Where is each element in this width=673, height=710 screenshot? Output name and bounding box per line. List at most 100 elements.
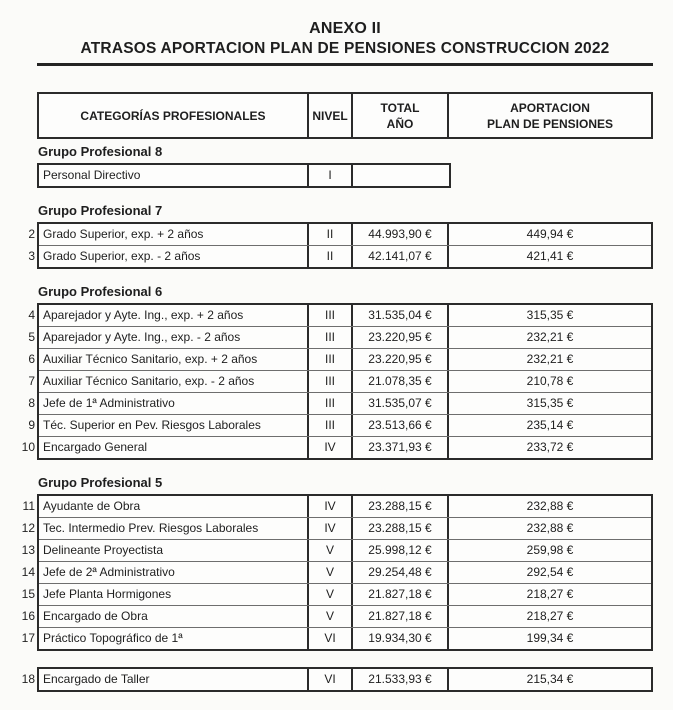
row-number: 6	[28, 352, 35, 366]
row-number: 9	[28, 418, 35, 432]
row-number: 18	[21, 672, 35, 686]
table-row: 18 Encargado de Taller VI 21.533,93 € 21…	[22, 669, 651, 690]
table-row: 4 Aparejador y Ayte. Ing., exp. + 2 años…	[28, 305, 651, 326]
cell-level: III	[309, 371, 353, 392]
group-label: Grupo Profesional 7	[38, 203, 163, 218]
cell-aportacion: 215,34 €	[526, 672, 574, 686]
table-header: CATEGORÍAS PROFESIONALES NIVEL TOTAL AÑO…	[37, 92, 653, 139]
header-aportacion: APORTACION PLAN DE PENSIONES	[449, 94, 651, 137]
cell-total: 31.535,04 €	[353, 305, 449, 326]
row-number: 2	[28, 227, 35, 241]
cell-category: Téc. Superior en Pev. Riesgos Laborales	[39, 415, 309, 436]
cell-total: 31.535,07 €	[353, 393, 449, 414]
cell-category: Aparejador y Ayte. Ing., exp. - 2 años	[39, 327, 309, 348]
cell-level: VI	[309, 628, 353, 649]
cell-total: 23.513,66 €	[353, 415, 449, 436]
cell-total: 23.288,15 €	[353, 518, 449, 539]
cell-category: Jefe de 1ª Administrativo	[39, 393, 309, 414]
group-box: 4 Aparejador y Ayte. Ing., exp. + 2 años…	[22, 303, 653, 460]
title-block: ANEXO II ATRASOS APORTACION PLAN DE PENS…	[37, 19, 653, 66]
cell-category: Aparejador y Ayte. Ing., exp. + 2 años	[39, 305, 309, 326]
cell-level: III	[309, 327, 353, 348]
table-row: 3 Grado Superior, exp. - 2 años II 42.14…	[28, 245, 651, 267]
row-number: 17	[21, 631, 35, 645]
cell-aportacion: 315,35 €	[526, 308, 574, 322]
cell-category: Jefe Planta Hormigones	[39, 584, 309, 605]
group-label: Grupo Profesional 8	[38, 144, 163, 159]
table-group: Grupo Profesional 7 2 Grado Superior, ex…	[28, 203, 653, 269]
row-number: 15	[21, 587, 35, 601]
group-box: Personal Directivo I	[37, 163, 451, 188]
cell-level: V	[309, 540, 353, 561]
cell-category: Auxiliar Técnico Sanitario, exp. - 2 año…	[39, 371, 309, 392]
table-row: 16 Encargado de Obra V 21.827,18 € 218,2…	[22, 605, 651, 627]
row-number: 4	[28, 308, 35, 322]
table-row: 5 Aparejador y Ayte. Ing., exp. - 2 años…	[28, 326, 651, 348]
cell-aportacion: 235,14 €	[526, 418, 574, 432]
table-row: 12 Tec. Intermedio Prev. Riesgos Laboral…	[22, 517, 651, 539]
cell-category: Encargado de Obra	[39, 606, 309, 627]
table-row: 6 Auxiliar Técnico Sanitario, exp. + 2 a…	[28, 348, 651, 370]
cell-aportacion: 218,27 €	[526, 609, 574, 623]
header-categories: CATEGORÍAS PROFESIONALES	[39, 94, 309, 137]
table-row: 10 Encargado General IV 23.371,93 € 233,…	[22, 436, 651, 458]
row-number: 8	[28, 396, 35, 410]
cell-category: Jefe de 2ª Administrativo	[39, 562, 309, 583]
header-level: NIVEL	[309, 94, 353, 137]
cell-level: VI	[309, 669, 353, 690]
doc-subtitle: ATRASOS APORTACION PLAN DE PENSIONES CON…	[80, 40, 610, 57]
row-number: 13	[21, 543, 35, 557]
cell-level: II	[309, 224, 353, 245]
table-group: Grupo Profesional 8 Personal Directivo I	[37, 145, 653, 188]
table-row: 9 Téc. Superior en Pev. Riesgos Laborale…	[28, 414, 651, 436]
header-aportacion-line2: PLAN DE PENSIONES	[486, 116, 614, 131]
cell-category: Grado Superior, exp. + 2 años	[39, 224, 309, 245]
group-box: 2 Grado Superior, exp. + 2 años II 44.99…	[28, 222, 653, 269]
cell-category: Tec. Intermedio Prev. Riesgos Laborales	[39, 518, 309, 539]
table-row: 15 Jefe Planta Hormigones V 21.827,18 € …	[22, 583, 651, 605]
table-row: 2 Grado Superior, exp. + 2 años II 44.99…	[28, 224, 651, 245]
table-row: 14 Jefe de 2ª Administrativo V 29.254,48…	[22, 561, 651, 583]
header-total-line2: AÑO	[386, 116, 414, 131]
cell-aportacion: 232,21 €	[526, 352, 574, 366]
header-total: TOTAL AÑO	[353, 94, 449, 137]
cell-total: 23.288,15 €	[353, 496, 449, 517]
cell-aportacion: 232,88 €	[526, 499, 574, 513]
cell-level: IV	[309, 518, 353, 539]
cell-level: IV	[309, 496, 353, 517]
header-total-line1: TOTAL	[380, 100, 420, 115]
cell-total: 19.934,30 €	[353, 628, 449, 649]
cell-aportacion: 199,34 €	[526, 631, 574, 645]
cell-aportacion: 292,54 €	[526, 565, 574, 579]
cell-level: V	[309, 584, 353, 605]
cell-category: Delineante Proyectista	[39, 540, 309, 561]
cell-aportacion: 449,94 €	[526, 227, 574, 241]
group-box: 18 Encargado de Taller VI 21.533,93 € 21…	[22, 667, 653, 692]
cell-aportacion: 218,27 €	[526, 587, 574, 601]
cell-category: Encargado de Taller	[39, 669, 309, 690]
cell-total: 21.827,18 €	[353, 606, 449, 627]
row-number: 3	[28, 249, 35, 263]
cell-category: Práctico Topográfico de 1ª	[39, 628, 309, 649]
cell-level: I	[309, 165, 353, 186]
cell-total: 42.141,07 €	[353, 246, 449, 267]
cell-total: 21.533,93 €	[353, 669, 449, 690]
row-number: 5	[28, 330, 35, 344]
table-row: 7 Auxiliar Técnico Sanitario, exp. - 2 a…	[28, 370, 651, 392]
doc-title: ANEXO II	[309, 20, 381, 37]
group-box: 11 Ayudante de Obra IV 23.288,15 € 232,8…	[22, 494, 653, 651]
group-label: Grupo Profesional 5	[38, 475, 163, 490]
cell-category: Encargado General	[39, 437, 309, 458]
cell-level: V	[309, 606, 353, 627]
table-row: Personal Directivo I	[39, 165, 449, 186]
row-number: 14	[21, 565, 35, 579]
cell-aportacion: 233,72 €	[526, 440, 574, 454]
table-group: 18 Encargado de Taller VI 21.533,93 € 21…	[22, 667, 653, 692]
table-group: Grupo Profesional 6 4 Aparejador y Ayte.…	[22, 285, 653, 460]
cell-total: 21.827,18 €	[353, 584, 449, 605]
cell-total: 29.254,48 €	[353, 562, 449, 583]
cell-aportacion: 421,41 €	[526, 249, 574, 263]
cell-aportacion: 259,98 €	[526, 543, 574, 557]
cell-level: III	[309, 349, 353, 370]
cell-level: V	[309, 562, 353, 583]
